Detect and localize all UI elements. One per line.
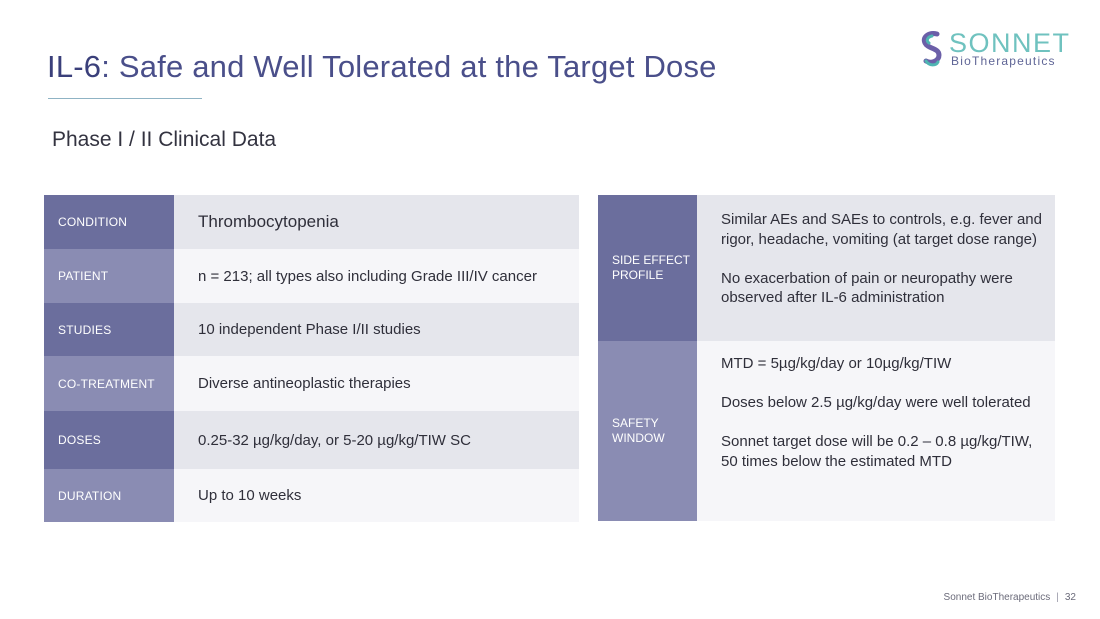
row-label: CO-TREATMENT: [44, 356, 174, 411]
row-value: Similar AEs and SAEs to controls, e.g. f…: [697, 195, 1055, 341]
table-row-side-effect-profile: SIDE EFFECT PROFILE Similar AEs and SAEs…: [598, 195, 1055, 341]
row-label: CONDITION: [44, 195, 174, 249]
row-value: 10 independent Phase I/II studies: [174, 303, 579, 356]
row-label: DOSES: [44, 411, 174, 469]
footer-separator: |: [1056, 592, 1059, 603]
footer: Sonnet BioTherapeutics | 32: [944, 592, 1076, 603]
row-value: Up to 10 weeks: [174, 469, 579, 522]
row-label: DURATION: [44, 469, 174, 522]
slide-title: IL-6: Safe and Well Tolerated at the Tar…: [47, 49, 717, 85]
row-value: 0.25-32 µg/kg/day, or 5-20 µg/kg/TIW SC: [174, 411, 579, 469]
row-value: Diverse antineoplastic therapies: [174, 356, 579, 411]
title-rest: : Safe and Well Tolerated at the Target …: [101, 49, 717, 84]
table-row-studies: STUDIES 10 independent Phase I/II studie…: [44, 303, 579, 356]
row-value: MTD = 5µg/kg/day or 10µg/kg/TIW Doses be…: [697, 341, 1055, 521]
section-subtitle: Phase I / II Clinical Data: [52, 128, 277, 151]
row-label: SAFETY WINDOW: [598, 341, 697, 521]
row-label: SIDE EFFECT PROFILE: [598, 195, 697, 341]
paragraph: Sonnet target dose will be 0.2 – 0.8 µg/…: [721, 433, 1033, 470]
row-label: STUDIES: [44, 303, 174, 356]
table-row-patient: PATIENT n = 213; all types also includin…: [44, 249, 579, 303]
logo-name: SONNET: [949, 28, 1071, 58]
table-row-safety-window: SAFETY WINDOW MTD = 5µg/kg/day or 10µg/k…: [598, 341, 1055, 521]
paragraph: MTD = 5µg/kg/day or 10µg/kg/TIW: [721, 355, 952, 372]
table-row-duration: DURATION Up to 10 weeks: [44, 469, 579, 522]
safety-table: SIDE EFFECT PROFILE Similar AEs and SAEs…: [598, 195, 1055, 521]
row-value: Thrombocytopenia: [174, 195, 579, 249]
title-highlight: IL-6: [47, 49, 102, 84]
paragraph: Doses below 2.5 µg/kg/day were well tole…: [721, 394, 1031, 411]
logo-subname: BioTherapeutics: [951, 54, 1056, 68]
table-row-co-treatment: CO-TREATMENT Diverse antineoplastic ther…: [44, 356, 579, 411]
paragraph: Similar AEs and SAEs to controls, e.g. f…: [721, 211, 1042, 248]
company-logo: SONNET BioTherapeutics: [919, 28, 1079, 72]
sonnet-logo-icon: [921, 31, 942, 67]
row-value: n = 213; all types also including Grade …: [174, 249, 579, 303]
title-underline: [48, 98, 202, 99]
trial-summary-table: CONDITION Thrombocytopenia PATIENT n = 2…: [44, 195, 579, 522]
page-number: 32: [1064, 592, 1076, 603]
table-row-condition: CONDITION Thrombocytopenia: [44, 195, 579, 249]
table-row-doses: DOSES 0.25-32 µg/kg/day, or 5-20 µg/kg/T…: [44, 411, 579, 469]
footer-company: Sonnet BioTherapeutics: [943, 592, 1051, 603]
paragraph: No exacerbation of pain or neuropathy we…: [721, 269, 1013, 307]
row-label: PATIENT: [44, 249, 174, 303]
